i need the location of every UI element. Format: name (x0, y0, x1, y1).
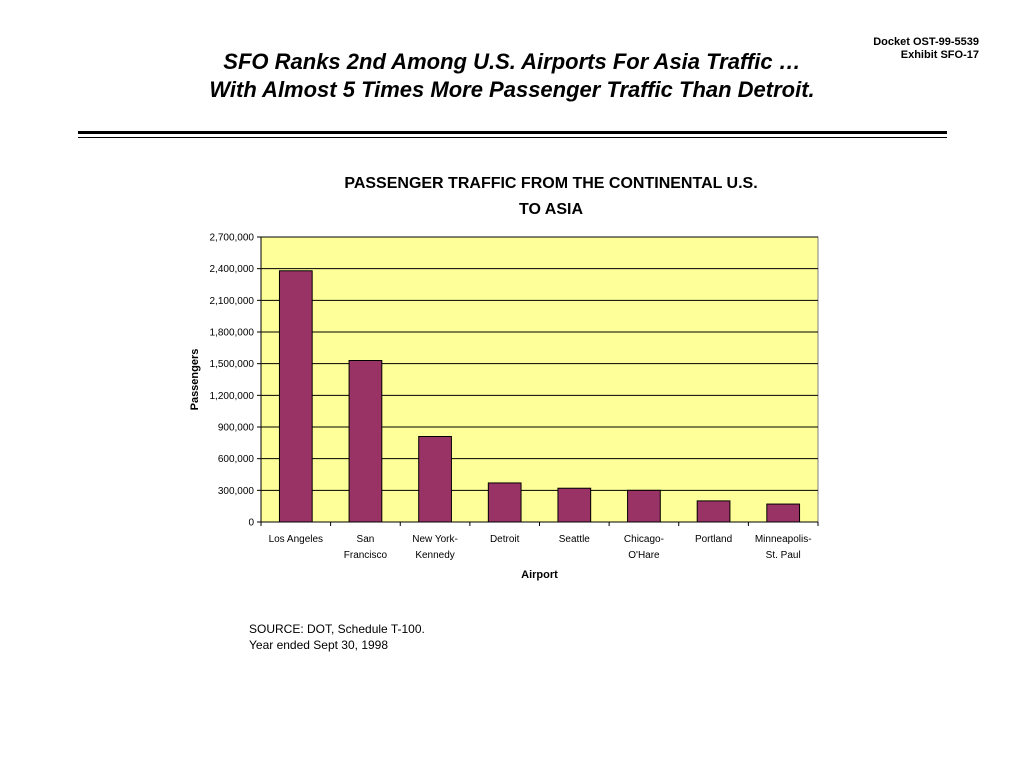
exhibit-number: Exhibit SFO-17 (900, 49, 979, 61)
bar (627, 489, 661, 523)
y-tick-label: 2,100,000 (210, 296, 255, 307)
bar (766, 503, 801, 523)
bar (348, 360, 383, 523)
x-tick-label: Los Angeles (269, 534, 324, 545)
y-tick-label: 2,400,000 (210, 264, 255, 275)
title-divider-thin (78, 137, 947, 138)
x-tick-label: Portland (695, 534, 732, 545)
plot-area (260, 236, 819, 523)
bar (696, 500, 731, 523)
docket-number: Docket OST-99-5539 (873, 36, 979, 48)
x-tick-label: Minneapolis- (755, 534, 812, 545)
y-tick-label: 2,700,000 (210, 233, 255, 244)
x-tick-label: Detroit (490, 534, 520, 545)
slide-title: SFO Ranks 2nd Among U.S. Airports For As… (60, 48, 964, 104)
x-tick-label: Chicago- (624, 534, 664, 545)
chart-title-line-2: TO ASIA (519, 201, 583, 218)
x-axis-label: Airport (521, 569, 558, 581)
y-tick-label: 0 (248, 518, 254, 529)
title-divider-thick (78, 131, 947, 134)
docket-label: Docket OST-99-5539 Exhibit SFO-17 (873, 36, 979, 62)
y-tick-label: 300,000 (218, 486, 255, 497)
y-tick-label: 900,000 (218, 423, 255, 434)
bar (487, 482, 522, 523)
x-tick-label: St. Paul (766, 550, 801, 561)
source-line-1: SOURCE: DOT, Schedule T-100. (249, 622, 425, 636)
y-tick-label: 600,000 (218, 454, 255, 465)
y-tick-label: 1,800,000 (210, 328, 255, 339)
slide-title-line-1: SFO Ranks 2nd Among U.S. Airports For As… (223, 49, 801, 74)
x-tick-label: Kennedy (415, 550, 454, 561)
bar (557, 487, 592, 523)
source-note: SOURCE: DOT, Schedule T-100. Year ended … (249, 621, 425, 653)
x-tick-label: Francisco (344, 550, 388, 561)
x-tick-label: O'Hare (628, 550, 660, 561)
bar (418, 436, 452, 523)
y-tick-label: 1,200,000 (210, 391, 255, 402)
source-line-2: Year ended Sept 30, 1998 (249, 638, 389, 652)
x-tick-label: New York- (412, 534, 458, 545)
chart-title-line-1: PASSENGER TRAFFIC FROM THE CONTINENTAL U… (344, 175, 757, 192)
y-axis-label: Passengers (189, 349, 201, 411)
y-tick-label: 1,500,000 (210, 359, 255, 370)
bar (278, 270, 313, 523)
x-tick-label: San (357, 534, 375, 545)
x-tick-label: Seattle (559, 534, 591, 545)
slide-title-line-2: With Almost 5 Times More Passenger Traff… (209, 77, 815, 102)
